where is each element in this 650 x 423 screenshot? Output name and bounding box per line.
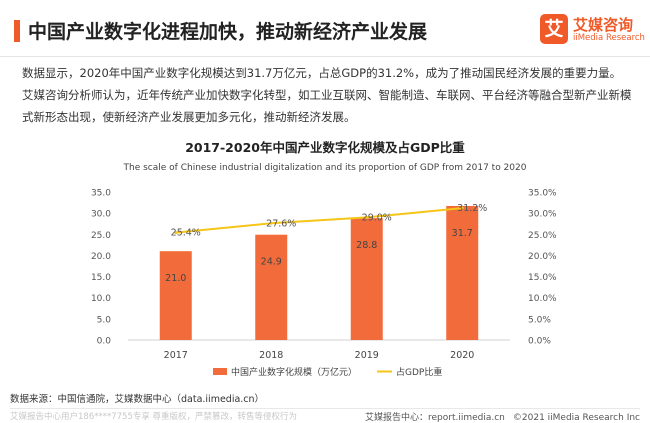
y-right-tick-label: 25.0% [528,231,557,241]
y-right-tick-label: 5.0% [528,315,551,325]
bar-value-label: 31.7 [452,228,473,239]
legend-line-label: 占GDP比重 [396,366,442,378]
bar [350,218,383,340]
x-tick-label: 2018 [259,350,283,361]
bar-value-label: 28.8 [356,240,377,251]
bar [159,251,192,340]
y-right-tick-label: 20.0% [528,252,557,262]
footer: 数据来源：中国信通院，艾媒数据中心（data.iimedia.cn） 艾媒报告中… [0,388,650,423]
y-axis-left: 0.0 5.0 10.0 15.0 20.0 25.0 30.0 35.0 [91,189,111,347]
bar-value-label: 21.0 [165,273,186,284]
y-right-tick-label: 0.0% [528,337,551,347]
header: 中国产业数字化进程加快，推动新经济产业发展 艾 艾媒咨询 iiMedia Res… [0,0,650,58]
data-source: 数据来源：中国信通院，艾媒数据中心（data.iimedia.cn） [10,394,265,405]
line-value-label: 29.0% [362,212,392,223]
copyright: ©2021 iiMedia Research Inc [512,413,640,423]
line-point [269,221,273,225]
iimedia-logo: 艾 艾媒咨询 iiMedia Research [540,14,645,50]
summary-paragraph: 数据显示，2020年中国产业数字化规模达到31.7万亿元，占总GDP的31.2%… [22,66,632,124]
page-title: 中国产业数字化进程加快，推动新经济产业发展 [28,21,428,43]
x-tick-label: 2020 [450,350,474,361]
header-divider [0,56,650,57]
line-value-label: 27.6% [266,218,296,229]
y-left-tick-label: 20.0 [91,252,111,262]
legend-bar-label: 中国产业数字化规模（万亿元） [231,366,357,378]
line-point [365,215,369,219]
y-right-tick-label: 15.0% [528,273,557,283]
y-right-tick-label: 30.0% [528,210,557,220]
y-left-tick-label: 5.0 [97,315,112,325]
bar-value-label: 24.9 [261,257,282,268]
y-left-tick-label: 30.0 [91,210,111,220]
y-right-tick-label: 35.0% [528,189,557,199]
x-axis-labels: 2017 2018 2019 2020 [164,350,475,361]
y-right-tick-label: 10.0% [528,294,557,304]
bar [446,205,479,340]
x-tick-label: 2019 [355,350,379,361]
line-value-label: 31.2% [457,203,487,214]
logo-mark: 艾 [540,14,568,44]
y-left-tick-label: 35.0 [91,189,111,199]
logo-name-cn: 艾媒咨询 [573,16,634,34]
y-left-tick-label: 0.0 [97,337,112,347]
line-point [460,206,464,210]
bar [255,234,288,340]
report-site: 艾媒报告中心：report.iimedia.cn [364,413,505,423]
y-axis-right: 0.0% 5.0% 10.0% 15.0% 20.0% 25.0% 30.0% 35.0% [528,189,557,347]
footer-right: 艾媒报告中心：report.iimedia.cn ©2021 iiMedia Re… [365,410,640,423]
y-left-tick-label: 10.0 [91,294,111,304]
bar-series: 21.0 24.9 28.8 31.7 [159,205,479,340]
logo-name-en: iiMedia Research [573,33,645,43]
line-series: 25.4% 27.6% 29.0% 31.2% [171,203,488,239]
legend-bar-swatch [213,368,227,375]
copyright-watermark: 艾媒报告中心用户186****7755专享 尊重版权，严禁篡改，转售等侵权行为 [10,412,298,422]
line-path [175,207,463,234]
footer-divider [10,408,640,409]
line-value-label: 25.4% [171,228,201,239]
legend: 中国产业数字化规模（万亿元） 占GDP比重 [213,366,442,378]
y-left-tick-label: 15.0 [91,273,111,283]
title-accent-bar [14,20,20,42]
chart-title: 2017-2020年中国产业数字化规模及占GDP比重 [185,140,465,155]
x-tick-label: 2017 [164,350,188,361]
line-point [174,231,178,235]
combo-chart: 2017-2020年中国产业数字化规模及占GDP比重 The scale of … [91,140,557,378]
chart-subtitle: The scale of Chinese industrial digitali… [123,163,527,173]
y-left-tick-label: 25.0 [91,231,111,241]
